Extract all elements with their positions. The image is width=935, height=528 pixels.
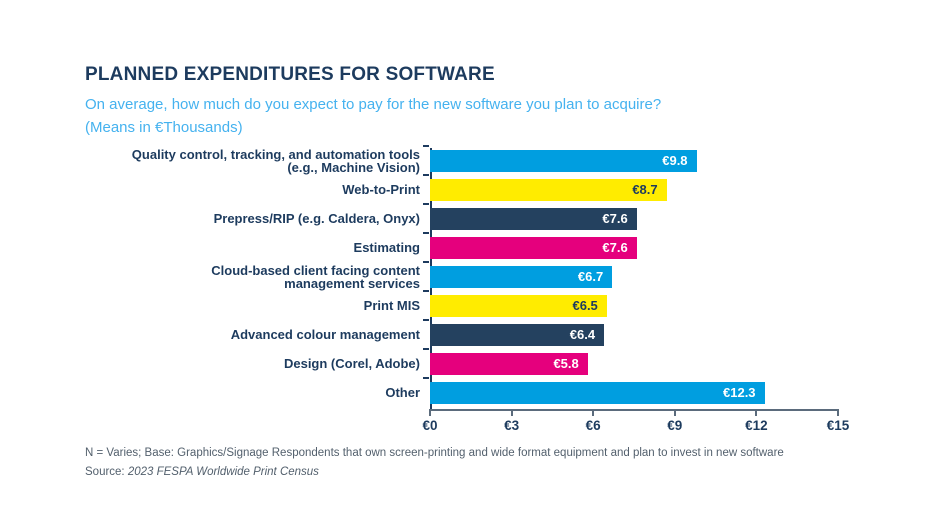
x-axis-tick-label: €0 bbox=[422, 417, 438, 433]
source-text: 2023 FESPA Worldwide Print Census bbox=[127, 465, 319, 478]
x-axis-tick-mark bbox=[510, 408, 513, 416]
bar-track: €6.7 bbox=[423, 260, 838, 288]
source-line: Source: 2023 FESPA Worldwide Print Censu… bbox=[85, 466, 935, 478]
bar: €6.5 bbox=[430, 294, 607, 317]
bar-row: Quality control, tracking, and automatio… bbox=[85, 144, 838, 175]
bar: €9.8 bbox=[430, 149, 697, 172]
bar-value-label: €6.5 bbox=[572, 298, 598, 313]
x-axis-tick-label: €15 bbox=[826, 417, 850, 433]
bar-track: €12.3 bbox=[423, 376, 838, 404]
x-axis-tick-mark bbox=[837, 408, 839, 416]
bar-row: Estimating €7.6 bbox=[85, 231, 838, 259]
bar-row: Web-to-Print €8.7 bbox=[85, 173, 838, 201]
bar: €12.3 bbox=[430, 381, 765, 404]
x-axis-tick-label: €9 bbox=[667, 417, 683, 433]
bar-track: €6.4 bbox=[423, 318, 838, 346]
chart-subtitle: On average, how much do you expect to pa… bbox=[85, 96, 662, 113]
x-axis-tick-mark bbox=[755, 408, 758, 416]
footnote: N = Varies; Base: Graphics/Signage Respo… bbox=[85, 446, 784, 459]
x-axis: €0 €3 €6 €9 €12 €15 bbox=[422, 408, 849, 441]
bar-row: Design (Corel, Adobe) €5.8 bbox=[85, 347, 838, 375]
bar-value-label: €6.7 bbox=[577, 269, 604, 284]
bar-chart: Quality control, tracking, and automatio… bbox=[85, 144, 849, 441]
x-axis-tick-mark bbox=[429, 408, 431, 416]
bar-value-label: €12.3 bbox=[723, 385, 756, 400]
category-label: Web-to-Print bbox=[342, 182, 420, 197]
x-axis-tick-label: €12 bbox=[745, 417, 768, 433]
bar: €7.6 bbox=[430, 207, 637, 230]
bar-rows: Quality control, tracking, and automatio… bbox=[85, 144, 838, 410]
category-label: Cloud-based client facing content manage… bbox=[211, 262, 420, 291]
bar-track: €7.6 bbox=[423, 231, 838, 259]
category-label: Quality control, tracking, and automatio… bbox=[131, 146, 420, 175]
bar: €8.7 bbox=[430, 178, 667, 201]
category-label: Estimating bbox=[353, 240, 420, 255]
x-axis-tick-mark bbox=[592, 408, 595, 416]
bar-row: Other €12.3 bbox=[85, 376, 838, 404]
bar: €6.4 bbox=[430, 323, 605, 346]
bar-row: Prepress/RIP (e.g. Caldera, Onyx) €7.6 bbox=[85, 202, 838, 230]
bar-track: €5.8 bbox=[423, 347, 838, 375]
bar: €5.8 bbox=[430, 352, 588, 375]
x-axis-tick-mark bbox=[673, 408, 676, 416]
category-label: Design (Corel, Adobe) bbox=[283, 356, 420, 371]
bar-row: Advanced colour management €6.4 bbox=[85, 318, 838, 346]
bar-value-label: €5.8 bbox=[553, 356, 579, 371]
category-label: Other bbox=[385, 385, 420, 400]
x-axis-tick-label: €3 bbox=[504, 417, 520, 433]
category-label: Prepress/RIP (e.g. Caldera, Onyx) bbox=[213, 211, 420, 226]
bar-value-label: €6.4 bbox=[569, 327, 596, 342]
bar-track: €7.6 bbox=[423, 202, 838, 230]
bar: €7.6 bbox=[430, 236, 637, 259]
category-label: Advanced colour management bbox=[230, 327, 420, 342]
bar-value-label: €9.8 bbox=[662, 153, 688, 168]
x-axis-tick-label: €6 bbox=[585, 417, 601, 433]
bar-row: Cloud-based client facing content manage… bbox=[85, 260, 838, 291]
bar-track: €9.8 bbox=[423, 144, 838, 172]
x-axis-line bbox=[430, 408, 838, 411]
bar-row: Print MIS €6.5 bbox=[85, 289, 838, 317]
chart-title: PLANNED EXPENDITURES FOR SOFTWARE bbox=[85, 64, 495, 85]
category-label: Print MIS bbox=[363, 298, 420, 313]
bar-value-label: €8.7 bbox=[632, 182, 658, 197]
bar-value-label: €7.6 bbox=[602, 240, 628, 255]
chart-subtitle-units: (Means in €Thousands) bbox=[85, 119, 243, 137]
bar: €6.7 bbox=[430, 265, 613, 288]
source-label: Source: bbox=[85, 465, 128, 478]
bar-value-label: €7.6 bbox=[602, 211, 628, 226]
bar-track: €6.5 bbox=[423, 289, 838, 317]
bar-track: €8.7 bbox=[423, 173, 838, 201]
